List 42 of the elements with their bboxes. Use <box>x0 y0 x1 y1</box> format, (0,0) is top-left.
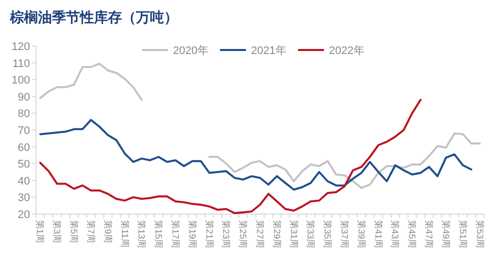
x-tick-label: 第53周 <box>474 220 485 248</box>
y-tick-label: 70 <box>18 125 30 137</box>
legend-label: 2022年 <box>329 45 364 57</box>
legend-label: 2020年 <box>173 45 208 57</box>
x-tick-label: 第43周 <box>390 220 400 248</box>
x-tick-label: 第27周 <box>255 220 265 248</box>
x-tick-label: 第7周 <box>86 220 96 244</box>
chart-title: 棕榈油季节性库存（万吨） <box>9 9 178 26</box>
y-tick-label: 90 <box>18 91 30 104</box>
y-tick-label: 40 <box>18 175 30 188</box>
x-tick-label: 第45周 <box>407 220 418 248</box>
x-tick-label: 第1周 <box>35 220 46 244</box>
x-tick-label: 第19周 <box>187 220 198 248</box>
y-tick-label: 80 <box>18 108 30 120</box>
x-tick-label: 第15周 <box>154 220 164 248</box>
y-tick-label: 50 <box>18 158 30 171</box>
y-tick-label: 60 <box>18 142 30 154</box>
x-tick-label: 第13周 <box>136 220 147 248</box>
x-tick-label: 第41周 <box>373 220 384 248</box>
x-tick-label: 第21周 <box>204 220 214 248</box>
x-tick-label: 第51周 <box>458 220 468 248</box>
x-tick-label: 第17周 <box>170 220 180 248</box>
x-tick-label: 第39周 <box>356 220 366 248</box>
x-tick-label: 第5周 <box>69 220 80 244</box>
x-tick-label: 第35周 <box>322 220 333 248</box>
y-tick-label: 120 <box>12 41 30 53</box>
legend-label: 2021年 <box>251 45 286 57</box>
y-tick-label: 20 <box>18 209 30 221</box>
y-tick-label: 100 <box>12 74 30 87</box>
x-tick-label: 第33周 <box>306 220 316 248</box>
x-tick-label: 第31周 <box>288 220 299 248</box>
x-tick-label: 第25周 <box>238 220 248 248</box>
x-tick-label: 第9周 <box>102 220 113 244</box>
x-tick-label: 第3周 <box>52 220 62 244</box>
x-tick-label: 第23周 <box>221 220 232 248</box>
x-tick-label: 第11周 <box>120 220 130 248</box>
x-tick-label: 第37周 <box>340 220 350 248</box>
x-tick-label: 第49周 <box>440 220 451 248</box>
x-tick-label: 第47周 <box>424 220 434 248</box>
y-tick-label: 30 <box>18 192 30 204</box>
y-tick-label: 110 <box>12 58 30 70</box>
x-tick-label: 第29周 <box>272 220 282 248</box>
